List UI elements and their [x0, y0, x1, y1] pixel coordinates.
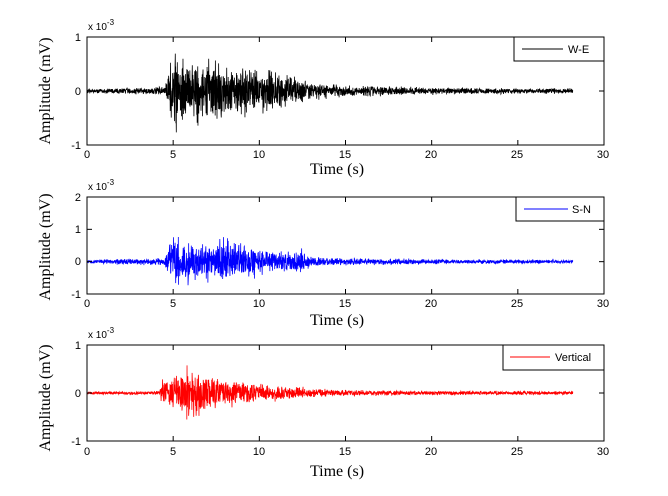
svg-text:5: 5	[170, 149, 176, 161]
x-axis-label: Time (s)	[310, 312, 364, 329]
legend-sn: S-N	[515, 196, 605, 222]
y-axis-label: Amplitude (mV)	[37, 344, 54, 451]
plot-we: Amplitude (mV) x 10-3 1 0 -1 0 5 10 15 2…	[37, 18, 609, 178]
y-tick: -1	[71, 289, 81, 301]
y-multiplier: x 10-3	[88, 326, 115, 341]
svg-text:5: 5	[170, 298, 176, 310]
svg-text:10: 10	[253, 149, 265, 161]
svg-text:20: 20	[425, 446, 437, 458]
y-tick: -1	[71, 436, 81, 448]
svg-text:5: 5	[170, 446, 176, 458]
svg-text:S-N: S-N	[572, 204, 591, 216]
trace-sn	[86, 237, 574, 286]
svg-text:Vertical: Vertical	[555, 352, 591, 364]
svg-text:30: 30	[597, 298, 609, 310]
y-multiplier: x 10-3	[88, 178, 115, 193]
y-multiplier: x 10-3	[88, 18, 115, 33]
svg-text:20: 20	[425, 149, 437, 161]
svg-text:25: 25	[511, 298, 523, 310]
y-tick: -1	[71, 140, 81, 152]
y-tick: 1	[75, 340, 81, 352]
plot-vertical: Amplitude (mV) x 10-3 1 0 -1 0 5 10 15 2…	[37, 326, 609, 480]
trace-we	[86, 53, 574, 133]
x-axis-label: Time (s)	[310, 463, 364, 480]
x-ticklabels: 0 5 10 15 20 25 30	[84, 446, 609, 458]
svg-text:10: 10	[253, 446, 265, 458]
svg-text:25: 25	[511, 446, 523, 458]
trace-vertical	[86, 365, 574, 420]
svg-text:30: 30	[597, 149, 609, 161]
y-tick: 0	[75, 86, 81, 98]
y-tick: 0	[75, 388, 81, 400]
svg-text:15: 15	[339, 149, 351, 161]
svg-text:15: 15	[339, 446, 351, 458]
svg-text:25: 25	[511, 149, 523, 161]
svg-text:0: 0	[84, 298, 90, 310]
y-tick: 1	[75, 224, 81, 236]
plot-sn: Amplitude (mV) x 10-3 2 1 0 -1 0 5 10 15…	[37, 178, 609, 329]
svg-text:10: 10	[253, 298, 265, 310]
y-axis-label: Amplitude (mV)	[37, 37, 54, 144]
svg-text:15: 15	[339, 298, 351, 310]
x-ticklabels: 0 5 10 15 20 25 30	[84, 298, 609, 310]
svg-text:0: 0	[84, 149, 90, 161]
y-tick: 2	[75, 192, 81, 204]
legend-we: W-E	[513, 36, 605, 62]
svg-text:0: 0	[84, 446, 90, 458]
svg-text:20: 20	[425, 298, 437, 310]
x-axis-label: Time (s)	[310, 161, 364, 178]
svg-text:W-E: W-E	[568, 44, 589, 56]
x-ticklabels: 0 5 10 15 20 25 30	[84, 149, 609, 161]
y-axis-label: Amplitude (mV)	[37, 193, 54, 300]
y-tick: 1	[75, 32, 81, 44]
legend-vertical: Vertical	[502, 344, 605, 371]
svg-text:30: 30	[597, 446, 609, 458]
y-tick: 0	[75, 256, 81, 268]
